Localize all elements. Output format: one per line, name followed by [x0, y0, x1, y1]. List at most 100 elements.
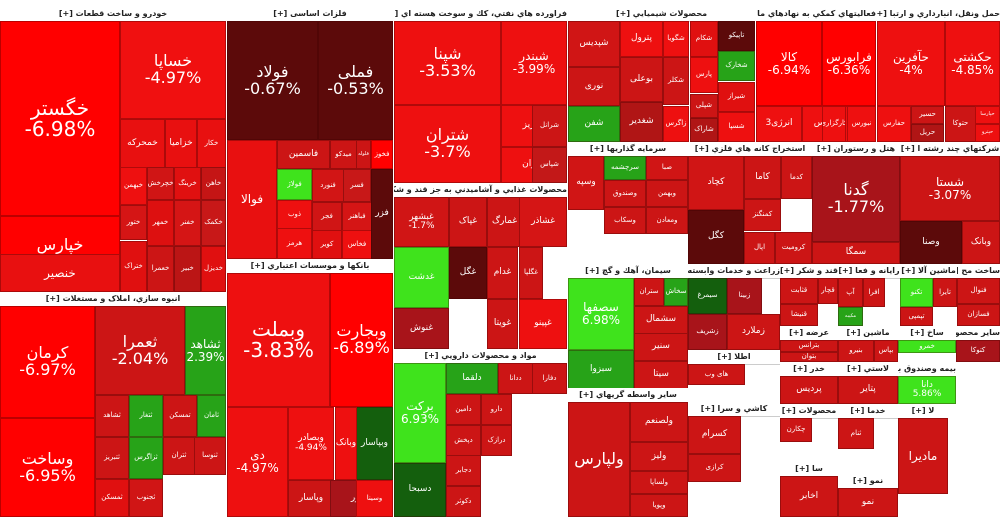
stock-tile[interactable]: خدیزل [201, 246, 226, 292]
stock-tile[interactable]: سصفها 6.98% [568, 278, 634, 350]
sector-title[interactable]: بانكها و موسسات اعتباري [+] [227, 259, 393, 274]
stock-tile[interactable]: کویر [312, 230, 342, 259]
stock-tile[interactable]: دارو [481, 394, 512, 425]
stock-tile[interactable]: زاگرس [663, 106, 689, 142]
stock-tile[interactable]: تمسکن [163, 395, 197, 437]
sector-title[interactable]: حمل ونقل، انبارداري و ارتبا [+] [877, 7, 1000, 22]
stock-tile[interactable]: خرینگ [174, 167, 201, 200]
sector-title[interactable]: هتل و رستوران [+] [812, 142, 900, 157]
stock-tile[interactable]: وصنا [900, 221, 962, 264]
stock-tile[interactable]: شکلر [663, 57, 689, 105]
stock-tile[interactable]: چکارن [780, 418, 812, 442]
stock-tile[interactable]: شغدیر [620, 102, 663, 142]
stock-tile[interactable]: فاسمین [277, 140, 330, 169]
stock-tile[interactable]: ثجنوب [129, 479, 163, 517]
stock-tile[interactable]: کالا -6.94% [756, 21, 822, 106]
sector-title[interactable]: ساخ [+] [898, 326, 956, 341]
stock-tile[interactable]: شپلی [690, 94, 718, 118]
stock-tile[interactable]: فنورد [312, 169, 344, 202]
stock-tile[interactable]: شپنا -3.53% [394, 21, 501, 105]
stock-tile[interactable]: تایرا [933, 278, 957, 307]
stock-tile[interactable]: حتوکا [945, 106, 976, 142]
stock-tile[interactable]: انرژی3 [756, 106, 802, 142]
sector-title[interactable]: فلزات اساسی [+] [227, 7, 393, 22]
stock-tile[interactable]: قچار [818, 278, 838, 304]
stock-tile[interactable]: دجابر [446, 455, 481, 486]
stock-tile[interactable]: حریل [911, 124, 944, 142]
stock-tile[interactable]: غویتا [487, 299, 518, 349]
stock-tile[interactable]: هرمز [277, 228, 312, 259]
sector-title[interactable]: زراعت و خدمات وابسته [+] [688, 264, 780, 279]
stock-tile[interactable]: نوری [568, 67, 620, 106]
stock-tile[interactable]: خکمک [201, 200, 226, 246]
sector-title[interactable]: ماشين آلا [+] [900, 264, 957, 279]
stock-tile[interactable]: غمارگ [487, 197, 522, 247]
sector-title[interactable]: فعاليتهاي كمكي به نهادهاي ما [+] [756, 7, 876, 22]
stock-tile[interactable]: ددانا [498, 363, 533, 394]
stock-tile[interactable]: وپاسار [288, 480, 334, 517]
stock-tile[interactable]: فسر [343, 169, 371, 202]
stock-tile[interactable]: فوالا [227, 140, 277, 259]
sector-title[interactable]: ساخت مح [+] [957, 264, 1000, 279]
stock-tile[interactable]: قنیشا [780, 304, 818, 326]
stock-tile[interactable]: بنیرو [838, 340, 874, 362]
stock-tile[interactable]: ثنوسا [194, 437, 226, 475]
stock-tile[interactable]: ستران [634, 278, 664, 306]
stock-tile[interactable]: های وب [688, 364, 745, 385]
stock-tile[interactable]: شسپا [718, 112, 755, 142]
sector-title[interactable]: فراورده هاي نفتي، كك و سوخت هسته اي [+] [394, 7, 567, 22]
stock-tile[interactable]: وپویا [630, 494, 688, 517]
stock-tile[interactable]: شیراز [718, 82, 755, 112]
stock-tile[interactable]: غگلپا [519, 247, 543, 299]
stock-tile[interactable]: غپاک [449, 197, 487, 247]
stock-tile[interactable]: کدما [781, 156, 812, 199]
stock-tile[interactable]: خاهن [201, 167, 226, 200]
stock-tile[interactable]: درازک [481, 425, 512, 456]
sector-title[interactable]: رايانه و فعا [+] [838, 264, 900, 279]
stock-tile[interactable]: غبشهر -1.7% [394, 197, 449, 247]
stock-tile[interactable]: فجر [312, 202, 342, 231]
stock-tile[interactable]: فسازان [957, 304, 1000, 326]
stock-tile[interactable]: فزر [371, 169, 393, 259]
sector-title[interactable]: استخراج كانه هاي فلزي [+] [688, 142, 812, 157]
sector-title[interactable]: لا [+] [898, 404, 948, 419]
stock-tile[interactable]: دی -4.97% [227, 407, 288, 517]
stock-tile[interactable]: افرا [863, 278, 885, 307]
sector-title[interactable]: محصولات شيميايي [+] [568, 7, 755, 22]
stock-tile[interactable]: گدنا -1.77% [812, 156, 900, 242]
sector-title[interactable]: اطلا [+] [688, 350, 780, 365]
stock-tile[interactable]: شستا -3.07% [900, 156, 1000, 221]
stock-tile[interactable]: زشریف [688, 314, 727, 350]
stock-tile[interactable]: شبندر -3.99% [501, 21, 567, 105]
stock-tile[interactable]: ختراک [120, 241, 147, 292]
stock-tile[interactable]: تپمپی [900, 307, 933, 326]
stock-tile[interactable]: وبجارت -6.89% [330, 273, 393, 407]
stock-tile[interactable]: کتوکا [956, 340, 1000, 362]
sector-title[interactable]: مواد و محصولات دارويي [+] [394, 349, 567, 364]
stock-tile[interactable]: فلوله [356, 140, 371, 169]
sector-title[interactable]: خودرو و ساخت قطعات [+] [0, 7, 226, 22]
stock-tile[interactable]: وبصادر -4.94% [288, 407, 334, 480]
stock-tile[interactable]: شپدیس [568, 21, 620, 67]
stock-tile[interactable]: وبپاسار [356, 407, 393, 480]
stock-tile[interactable]: فولاژ [277, 169, 312, 200]
stock-tile[interactable]: فولاد -0.67% [227, 21, 318, 140]
stock-tile[interactable]: وسکاب [604, 207, 646, 234]
stock-tile[interactable]: ثنام [838, 418, 874, 449]
stock-tile[interactable]: فخاس [342, 230, 372, 259]
stock-tile[interactable]: حسیر [911, 106, 944, 124]
sector-title[interactable]: قند و شكر [+] [780, 264, 838, 279]
stock-tile[interactable]: بپاس [874, 340, 898, 362]
stock-tile[interactable]: وبهمن [646, 180, 688, 207]
stock-tile[interactable]: پتایر [838, 376, 898, 404]
sector-title[interactable]: بيمه وصندوق بازنشستگي به جز [+] [898, 362, 956, 377]
stock-tile[interactable]: دپخش [446, 425, 481, 456]
stock-tile[interactable]: نمو [838, 488, 898, 517]
sector-title[interactable]: محصولات غذايي و آشاميدني به جز قند و شكر… [394, 183, 567, 198]
stock-tile[interactable]: ذوب [277, 200, 312, 229]
stock-tile[interactable]: شخارک [718, 51, 755, 81]
stock-tile[interactable]: حپارسا [975, 106, 1000, 124]
stock-tile[interactable]: ثمسکن [95, 479, 129, 517]
stock-tile[interactable]: کمنگنز [744, 199, 781, 231]
stock-tile[interactable]: سیتا [634, 361, 688, 389]
